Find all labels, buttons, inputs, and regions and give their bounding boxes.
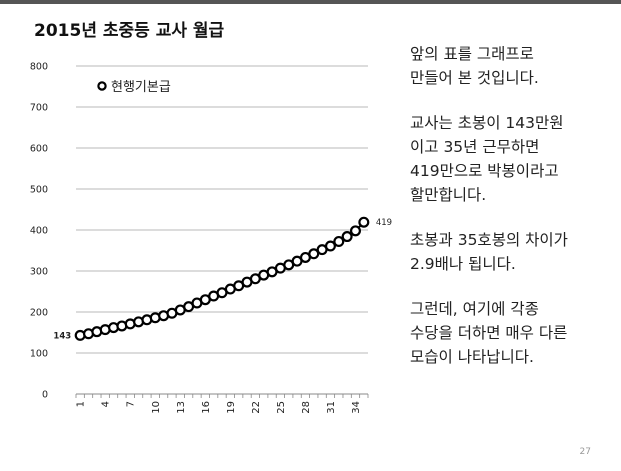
- chart-series: 143 419: [53, 216, 392, 341]
- data-point-34: [349, 225, 361, 237]
- slide-title: 2015년 초중등 교사 월급: [34, 21, 225, 41]
- x-tick-label-10: 10: [151, 401, 162, 414]
- x-tick-label-4: 4: [101, 401, 112, 407]
- y-tick-label-0: 0: [42, 390, 48, 401]
- salary-line-chart: 0 100 200 300 400 500 600 700 800 1 4 7 10 13 16 19 22 2…: [30, 62, 392, 414]
- y-tick-label-400: 400: [30, 226, 48, 237]
- note-paragraph-1: 앞의 표를 그래프로 만들어 본 것입니다.: [410, 45, 539, 87]
- chart-gridlines: [76, 65, 368, 354]
- y-tick-label-700: 700: [30, 103, 48, 114]
- data-label-end: 419: [376, 218, 392, 228]
- data-point-29: [308, 248, 320, 260]
- x-tick-label-22: 22: [251, 401, 262, 414]
- y-tick-label-200: 200: [30, 308, 48, 319]
- explanation-notes: 앞의 표를 그래프로 만들어 본 것입니다. 교사는 초봉이 143만원 이고 …: [410, 42, 615, 390]
- x-axis: 1 4 7 10 13 16 19 22 25 28 31 34: [75, 393, 369, 414]
- data-point-32: [333, 235, 345, 247]
- y-tick-label-100: 100: [30, 349, 48, 360]
- data-point-33: [341, 231, 353, 243]
- x-tick-label-1: 1: [76, 401, 87, 407]
- data-point-35: [358, 216, 370, 228]
- note-paragraph-4: 그런데, 여기에 각종 수당을 더하면 매우 다른 모습이 나타납니다.: [410, 300, 568, 366]
- chart-legend: 현행기본급: [97, 79, 171, 95]
- y-tick-label-500: 500: [30, 185, 48, 196]
- x-tick-label-28: 28: [301, 401, 312, 414]
- y-tick-label-600: 600: [30, 144, 48, 155]
- y-tick-label-300: 300: [30, 267, 48, 278]
- legend-label-current-base-pay: 현행기본급: [111, 79, 171, 95]
- series-line-0: [79, 221, 365, 337]
- top-rule: [0, 0, 621, 4]
- x-tick-label-7: 7: [126, 401, 137, 407]
- note-paragraph-2: 교사는 초봉이 143만원 이고 35년 근무하면 419만으로 박봉이라고 할…: [410, 114, 564, 204]
- x-tick-label-19: 19: [226, 401, 237, 414]
- data-point-31: [324, 240, 336, 252]
- x-tick-label-16: 16: [201, 401, 212, 414]
- note-paragraph-3: 초봉과 35호봉의 차이가 2.9배나 됩니다.: [410, 231, 568, 273]
- y-tick-label-800: 800: [30, 62, 48, 73]
- x-tick-label-25: 25: [276, 401, 287, 414]
- page-number: 27: [579, 447, 591, 457]
- x-tick-label-34: 34: [351, 401, 362, 414]
- y-axis-tick-labels: 0 100 200 300 400 500 600 700 800: [30, 62, 48, 401]
- data-label-start: 143: [53, 331, 71, 341]
- x-tick-label-13: 13: [176, 401, 187, 414]
- x-tick-label-31: 31: [326, 401, 337, 414]
- legend-marker-icon: [97, 81, 107, 91]
